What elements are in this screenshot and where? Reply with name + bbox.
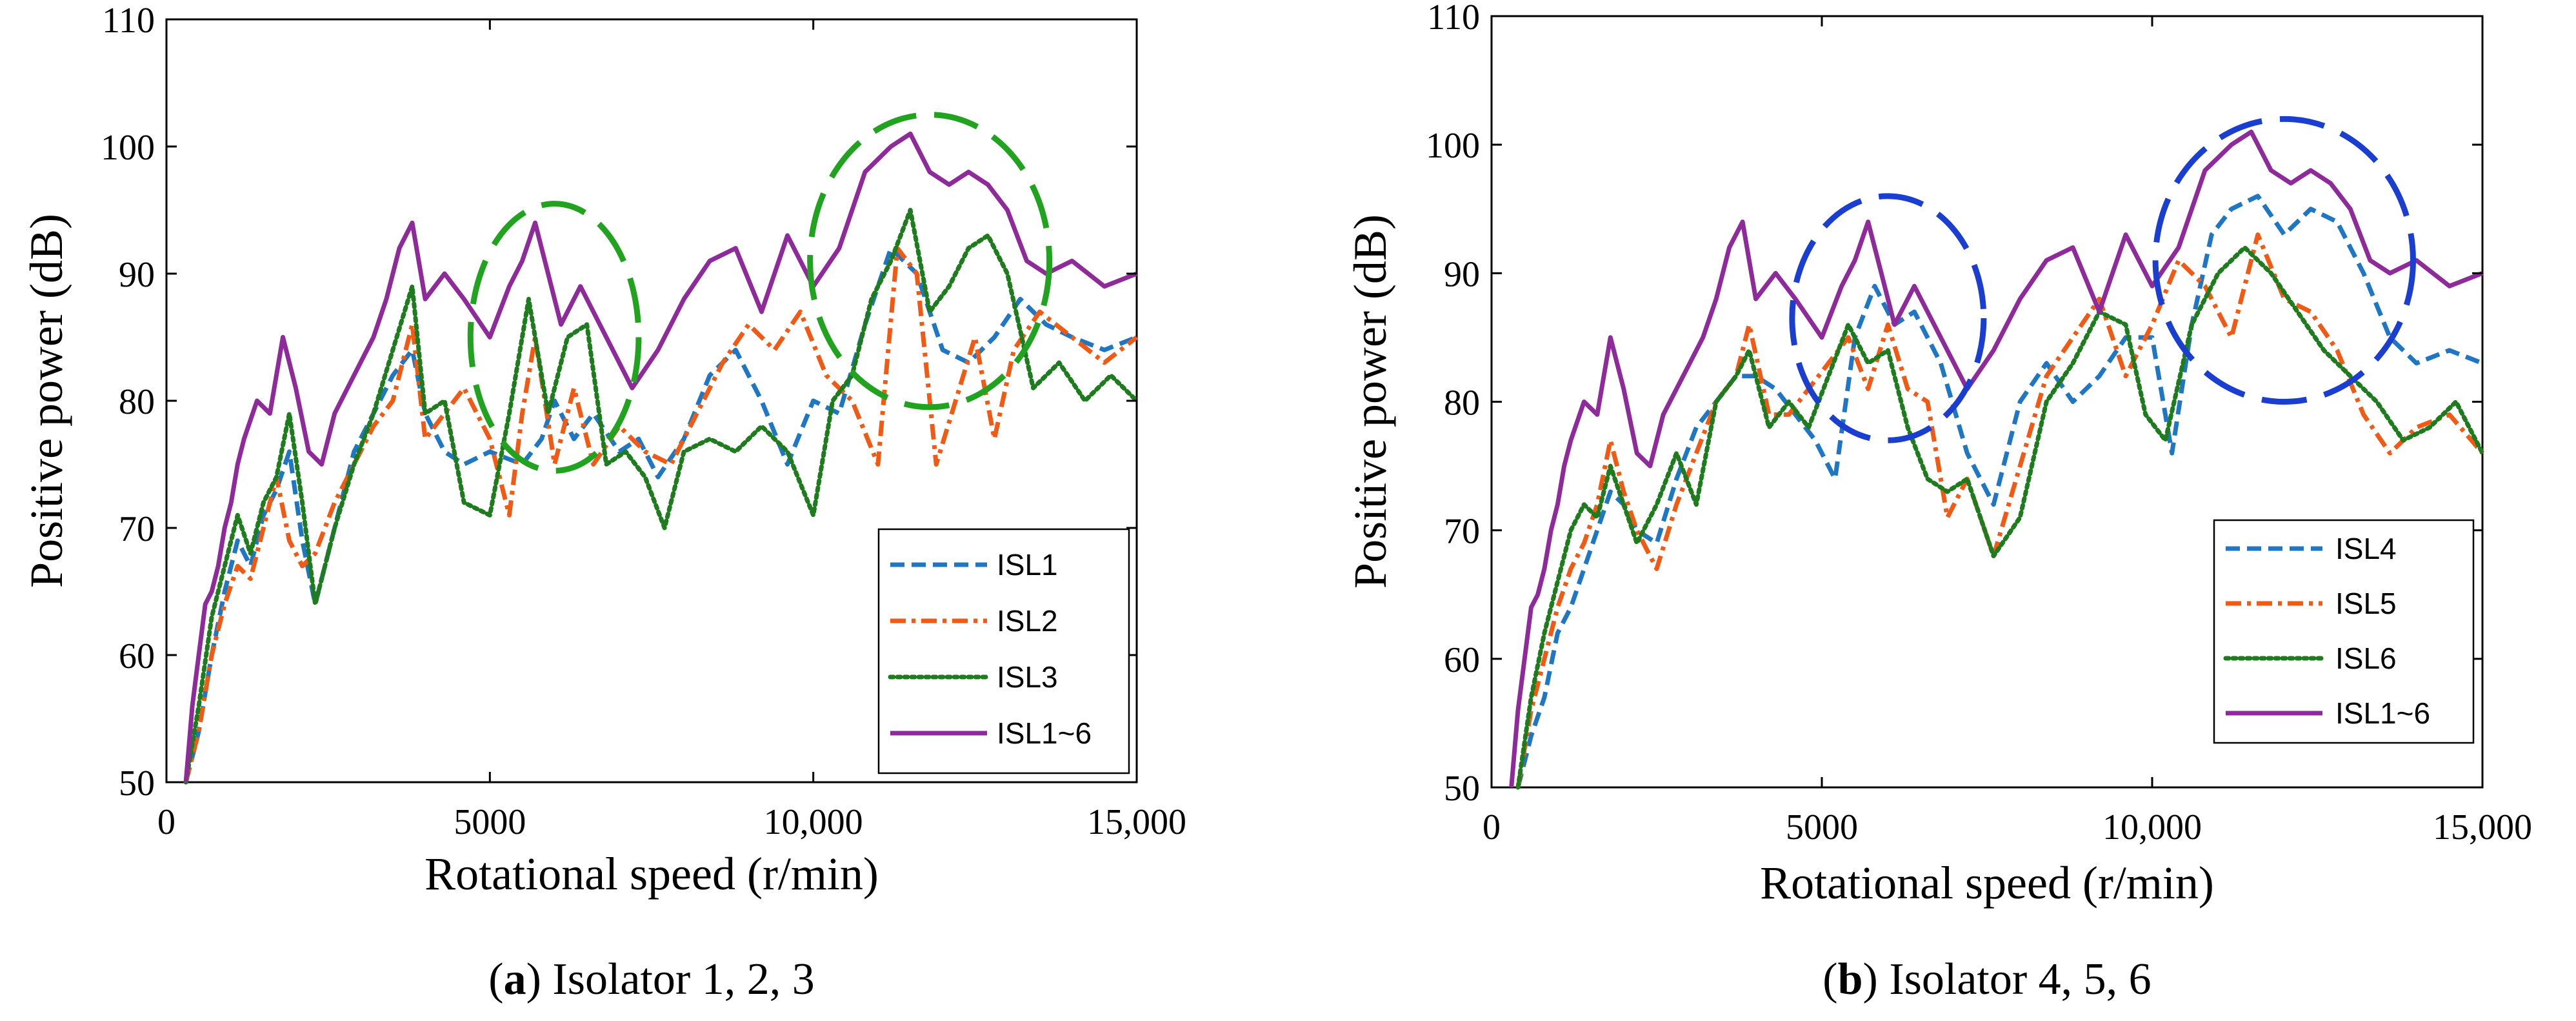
series-line-isl3	[183, 208, 1139, 785]
highlight-ellipse-1	[467, 201, 642, 474]
highlight-ellipse-2	[807, 112, 1053, 410]
legend-label-isl2: ISL2	[997, 604, 1058, 638]
x-tick-label: 0	[1483, 807, 1501, 847]
y-tick-label: 70	[119, 509, 155, 549]
x-tick-label: 5000	[1786, 807, 1858, 847]
y-tick-label: 70	[1444, 512, 1480, 552]
series-line-isl6	[1515, 245, 2485, 790]
y-tick-label: 110	[1427, 0, 1480, 37]
y-tick-label: 50	[119, 763, 155, 804]
legend-label-isl4: ISL4	[2335, 532, 2397, 565]
series-line-isl2	[183, 246, 1139, 783]
legend: ISL4 ISL5 ISL6 ISL1~6	[2213, 519, 2475, 744]
chart-panel-b: 0 5000 10,000 15,000 50 60 70 80 90 100 110 Rotati…	[1344, 0, 2532, 1004]
caption-letter: a	[504, 955, 526, 1004]
y-tick-label: 100	[1426, 126, 1480, 166]
series-line-isl4	[1515, 194, 2484, 788]
legend-label-isl5: ISL5	[2335, 587, 2397, 620]
y-tick-label: 60	[1444, 640, 1480, 680]
x-axis-label: Rotational speed (r/min)	[424, 848, 879, 900]
y-tick-label: 100	[101, 128, 155, 168]
x-tick-label: 5000	[454, 802, 526, 842]
series-line-isl1-6	[183, 131, 1138, 783]
legend-label-isl1-6: ISL1~6	[997, 716, 1092, 750]
x-tick-label: 0	[157, 802, 175, 842]
y-tick-label: 80	[1444, 383, 1480, 423]
x-axis-label: Rotational speed (r/min)	[1760, 857, 2214, 909]
y-tick-label: 60	[119, 636, 155, 676]
series-line-isl5	[1515, 232, 2484, 788]
legend-label-isl1: ISL1	[997, 548, 1058, 581]
caption-text: ) Isolator 1, 2, 3	[526, 955, 815, 1004]
legend-label-isl6: ISL6	[2335, 642, 2397, 675]
y-tick-label: 90	[1444, 254, 1480, 294]
x-tick-label: 15,000	[1087, 802, 1186, 842]
x-tick-label: 10,000	[764, 802, 863, 842]
caption: (a) Isolator 1, 2, 3	[488, 955, 814, 1004]
highlight-ellipse-2	[2152, 116, 2416, 405]
chart-panel-a: 0 5000 10,000 15,000 50 60 70 80 90 100 110 Rotati…	[21, 1, 1186, 1004]
legend-label-isl1-6: ISL1~6	[2335, 696, 2430, 730]
y-tick-label: 110	[102, 1, 155, 41]
y-axis-label: Positive power (dB)	[21, 214, 72, 588]
legend-label-isl3: ISL3	[997, 660, 1058, 694]
legend: ISL1 ISL2 ISL3 ISL1~6	[877, 528, 1130, 774]
caption-text: ) Isolator 4, 5, 6	[1863, 955, 2152, 1004]
y-tick-label: 50	[1444, 769, 1480, 809]
caption: (b) Isolator 4, 5, 6	[1822, 955, 2151, 1004]
x-tick-label: 15,000	[2433, 807, 2532, 847]
highlight-ellipse-1	[1789, 193, 1987, 443]
caption-letter: b	[1838, 955, 1863, 1004]
y-tick-label: 90	[119, 255, 155, 295]
y-axis-label: Positive power (dB)	[1344, 214, 1396, 589]
series-line-isl1-6	[1509, 129, 2484, 788]
x-tick-label: 10,000	[2102, 807, 2202, 847]
y-tick-label: 80	[119, 382, 155, 422]
legend-box	[2213, 519, 2475, 744]
